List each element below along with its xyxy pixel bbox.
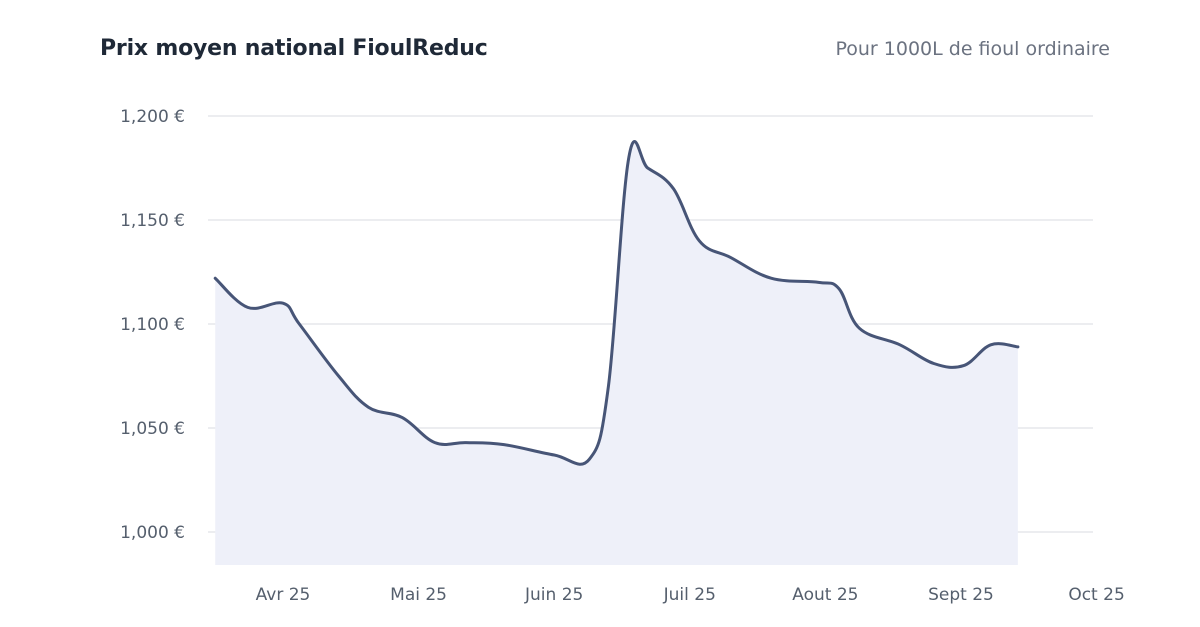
y-tick-label: 1,000 € [120,523,185,543]
y-tick-label: 1,050 € [120,419,185,439]
y-tick-label: 1,100 € [120,315,185,335]
x-tick-label: Aout 25 [792,585,858,605]
x-tick-label: Oct 25 [1068,585,1124,605]
y-axis-labels: 1,000 € 1,050 € 1,100 € 1,150 € 1,200 € [120,107,185,543]
chart-title: Prix moyen national FioulReduc [100,36,488,61]
x-tick-label: Avr 25 [256,585,311,605]
x-tick-label: Mai 25 [390,585,447,605]
area-fill [215,141,1018,565]
chart-subtitle: Pour 1000L de fioul ordinaire [835,38,1110,60]
area-series [213,139,1020,565]
x-tick-label: Juil 25 [663,585,716,605]
x-tick-label: Sept 25 [928,585,994,605]
price-line [213,139,1020,466]
x-tick-label: Juin 25 [524,585,583,605]
y-tick-label: 1,150 € [120,211,185,231]
x-axis-labels: Avr 25 Mai 25 Juin 25 Juil 25 Aout 25 Sept 25… [256,585,1125,605]
y-tick-label: 1,200 € [120,107,185,127]
